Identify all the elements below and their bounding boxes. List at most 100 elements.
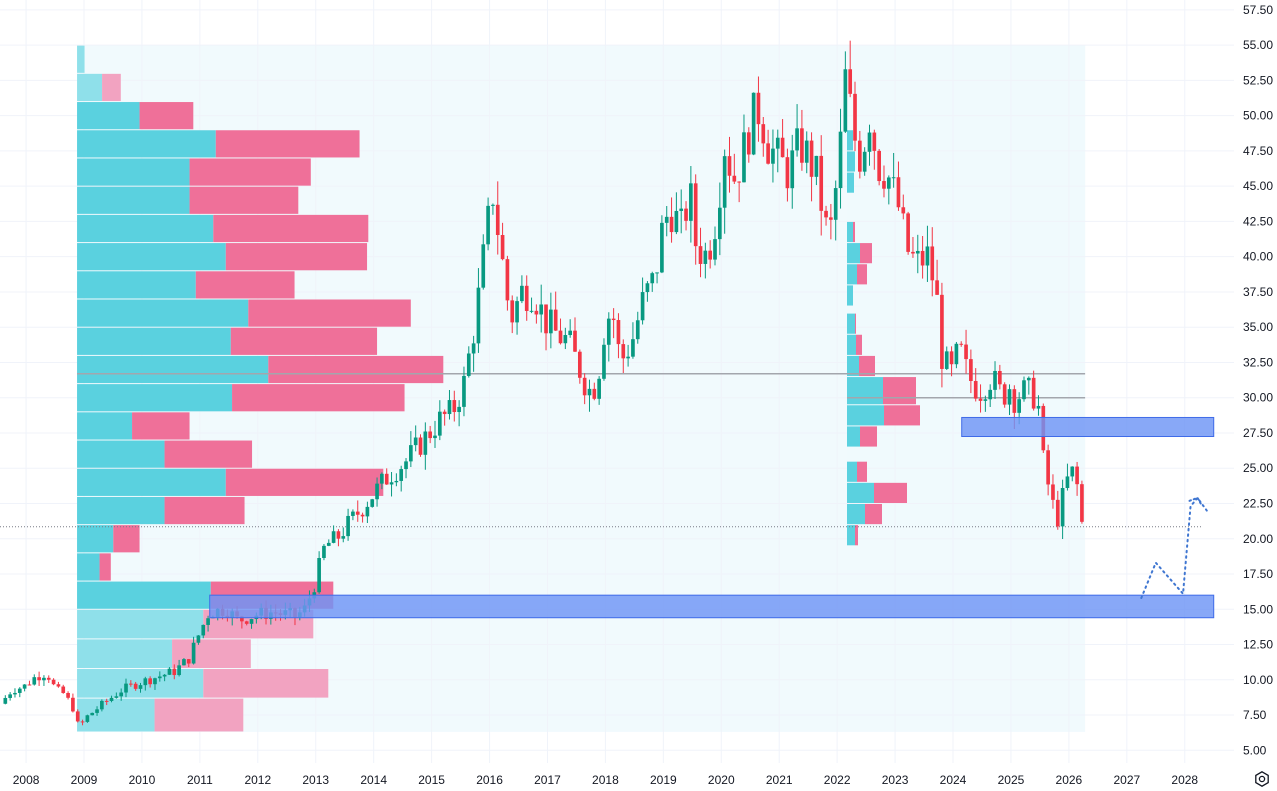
- candle-body: [621, 344, 626, 359]
- candle-body: [906, 213, 910, 252]
- vp-bar-up: [846, 503, 865, 525]
- candle-body: [17, 688, 22, 693]
- candle-body: [457, 406, 461, 413]
- candle-body: [1080, 484, 1084, 522]
- candle-body: [592, 388, 597, 399]
- volume-profile-histograms: [77, 45, 920, 732]
- candle-body: [746, 132, 751, 155]
- candle-body: [679, 208, 684, 211]
- price-axis[interactable]: 5.00 7.50 10.00 12.50 15.00 17.50 20.00 22.50 25…: [1243, 3, 1273, 757]
- candle-body: [771, 148, 775, 164]
- x-tick-label: 2009: [71, 773, 98, 787]
- candle-body: [129, 683, 133, 685]
- projection-arrowhead: [1188, 496, 1203, 506]
- candle-body: [964, 344, 968, 360]
- candle-body: [973, 380, 978, 399]
- candle-body: [563, 335, 568, 344]
- vp-bar-down: [859, 426, 877, 447]
- candle-body: [978, 398, 983, 401]
- support-zone-rectangle[interactable]: [961, 416, 1215, 438]
- time-axis[interactable]: 2008 2009 2010 2011 2012 2013 2014 2015 2016 2017…: [13, 773, 1199, 787]
- candle-body: [853, 93, 857, 141]
- vp-bar-down: [854, 525, 858, 546]
- candle-body: [380, 473, 384, 484]
- candle-body: [46, 677, 51, 680]
- y-tick-label: 47.50: [1243, 144, 1273, 158]
- candle-body: [1065, 476, 1070, 489]
- candle-body: [954, 343, 959, 365]
- y-tick-label: 50.00: [1243, 109, 1273, 123]
- x-tick-label: 2022: [824, 773, 851, 787]
- candle-body: [886, 177, 891, 189]
- candle-body: [486, 205, 490, 245]
- support-zone-rectangle[interactable]: [209, 594, 1215, 619]
- candle-body: [809, 140, 814, 177]
- candle-body: [66, 692, 70, 698]
- candle-body: [143, 678, 148, 686]
- y-tick-label: 52.50: [1243, 73, 1273, 87]
- candle-body: [447, 400, 452, 415]
- candle-body: [409, 445, 413, 462]
- candle-body: [8, 694, 12, 698]
- candle-body: [998, 370, 1002, 385]
- candle-body: [780, 137, 785, 158]
- candle-body: [1070, 466, 1075, 477]
- x-tick-label: 2013: [302, 773, 329, 787]
- y-tick-label: 40.00: [1243, 250, 1273, 264]
- x-tick-label: 2014: [360, 773, 387, 787]
- candle-body: [930, 246, 935, 281]
- candle-body: [1046, 450, 1050, 485]
- candle-body: [355, 511, 360, 515]
- x-tick-label: 2028: [1171, 773, 1198, 787]
- candle-body: [515, 301, 519, 323]
- candle-body: [684, 208, 688, 221]
- candle-body: [660, 222, 664, 273]
- vp-bar-up: [846, 426, 860, 447]
- candle-body: [119, 692, 124, 697]
- vp-bar-up: [77, 102, 140, 130]
- vp-bar-up: [846, 482, 874, 503]
- x-tick-label: 2018: [592, 773, 619, 787]
- candle-body: [322, 545, 326, 558]
- vp-bar-up: [77, 384, 233, 412]
- candle-body: [737, 181, 741, 183]
- candle-body: [341, 536, 346, 539]
- y-tick-label: 37.50: [1243, 285, 1273, 299]
- candle-body: [114, 696, 119, 698]
- candle-body: [22, 684, 27, 689]
- vp-bar-up: [77, 440, 165, 468]
- candle-body: [1051, 484, 1055, 500]
- candle-body: [109, 697, 114, 701]
- candle-body: [167, 668, 172, 675]
- x-tick-label: 2021: [766, 773, 793, 787]
- candle-body: [611, 318, 616, 321]
- candle-body: [75, 711, 80, 722]
- candle-body: [133, 683, 138, 689]
- candle-body: [944, 351, 949, 369]
- candle-body: [940, 294, 944, 369]
- vp-bar-up: [77, 186, 190, 214]
- chart-settings-icon[interactable]: [1253, 770, 1271, 788]
- candle-body: [838, 131, 843, 189]
- y-tick-label: 20.00: [1243, 532, 1273, 546]
- candle-body: [148, 678, 152, 685]
- candle-body: [326, 542, 331, 546]
- projection-path: [1140, 496, 1208, 599]
- candle-body: [1022, 380, 1026, 400]
- candle-body: [495, 204, 500, 236]
- candle-body: [1012, 389, 1017, 413]
- candle-body: [577, 351, 582, 378]
- candle-body: [437, 411, 442, 436]
- candle-body: [920, 250, 925, 266]
- candle-body: [172, 668, 177, 676]
- candle-body: [606, 318, 611, 345]
- candle-body: [95, 709, 99, 713]
- candle-body: [1075, 466, 1079, 485]
- vp-bar-down: [189, 158, 311, 186]
- candle-body: [983, 399, 988, 401]
- candle-body: [732, 175, 737, 182]
- y-tick-label: 12.50: [1243, 638, 1273, 652]
- support-zones[interactable]: [209, 416, 1215, 619]
